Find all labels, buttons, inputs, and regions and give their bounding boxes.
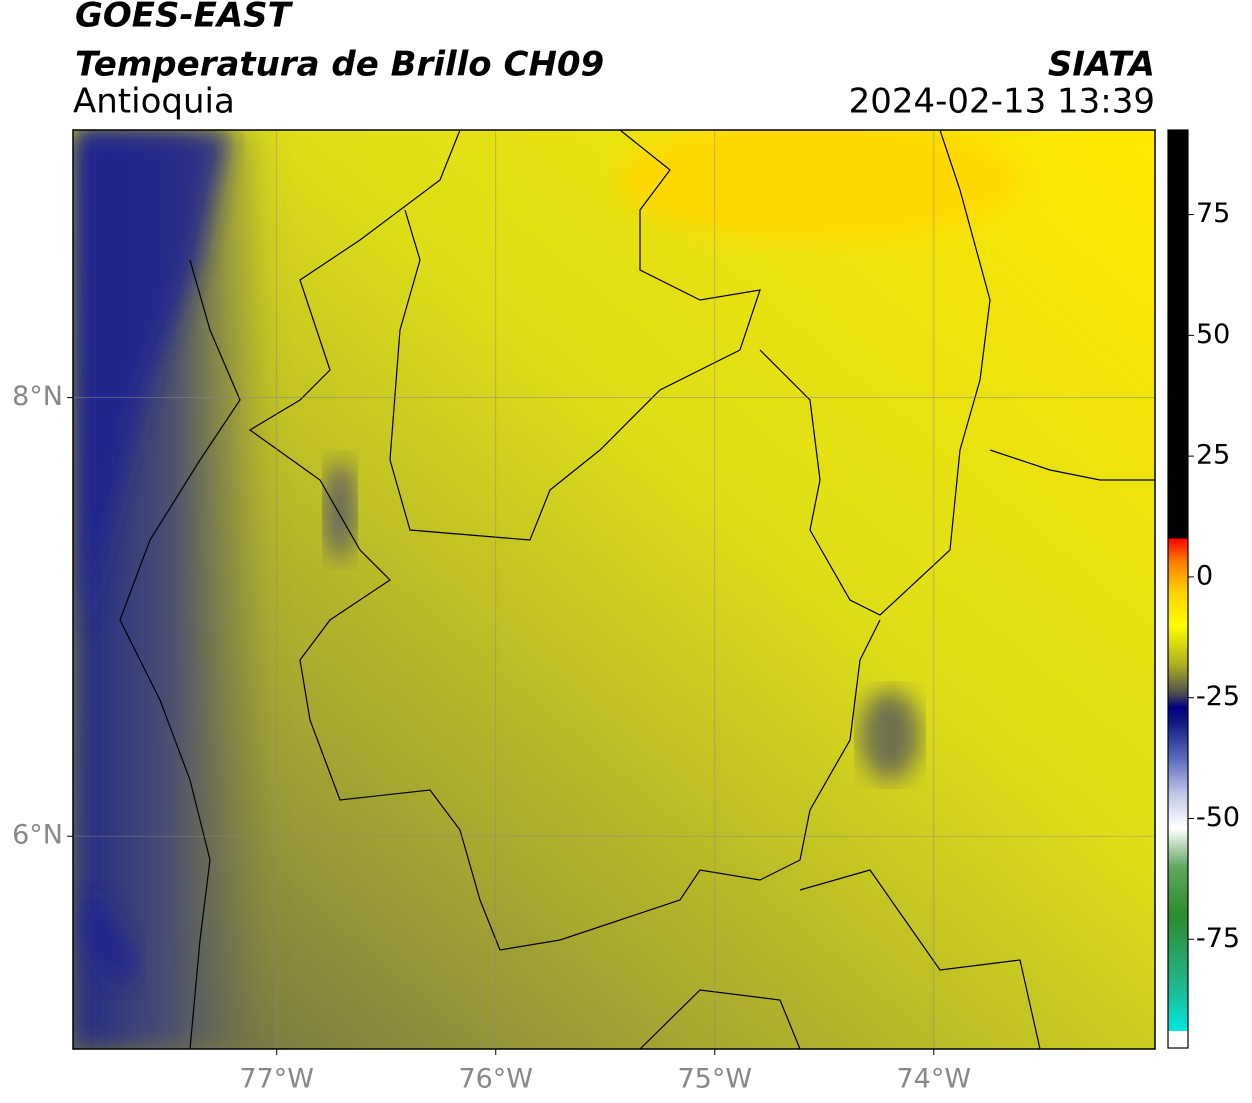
colorbar-tick-label: 0	[1196, 560, 1213, 591]
colorbar-tick-label: -75	[1196, 923, 1240, 954]
map-frame	[72, 129, 1156, 1050]
lon-tick-label: 75°W	[677, 1064, 752, 1095]
colorbar-tick-label: 50	[1196, 319, 1230, 350]
satellite-image	[73, 130, 1155, 1049]
colorbar	[1167, 129, 1189, 1049]
lat-tick-label: 8°N	[12, 381, 63, 412]
colorbar-tick-label: -50	[1196, 802, 1240, 833]
colorbar-tick-label: 25	[1196, 440, 1230, 471]
subtitle: Temperatura de Brillo CH09	[75, 45, 604, 85]
region: Antioquia	[73, 82, 235, 122]
colorbar-tick-label: -25	[1196, 681, 1240, 712]
lon-tick-label: 76°W	[458, 1064, 533, 1095]
source: SIATA	[1048, 45, 1155, 85]
lon-tick-label: 77°W	[239, 1064, 314, 1095]
title: GOES-EAST	[75, 0, 294, 36]
datetime: 2024-02-13 13:39	[849, 82, 1155, 122]
lon-tick-label: 74°W	[897, 1064, 972, 1095]
lat-tick-label: 6°N	[12, 820, 63, 851]
colorbar-tick-label: 75	[1196, 198, 1230, 229]
